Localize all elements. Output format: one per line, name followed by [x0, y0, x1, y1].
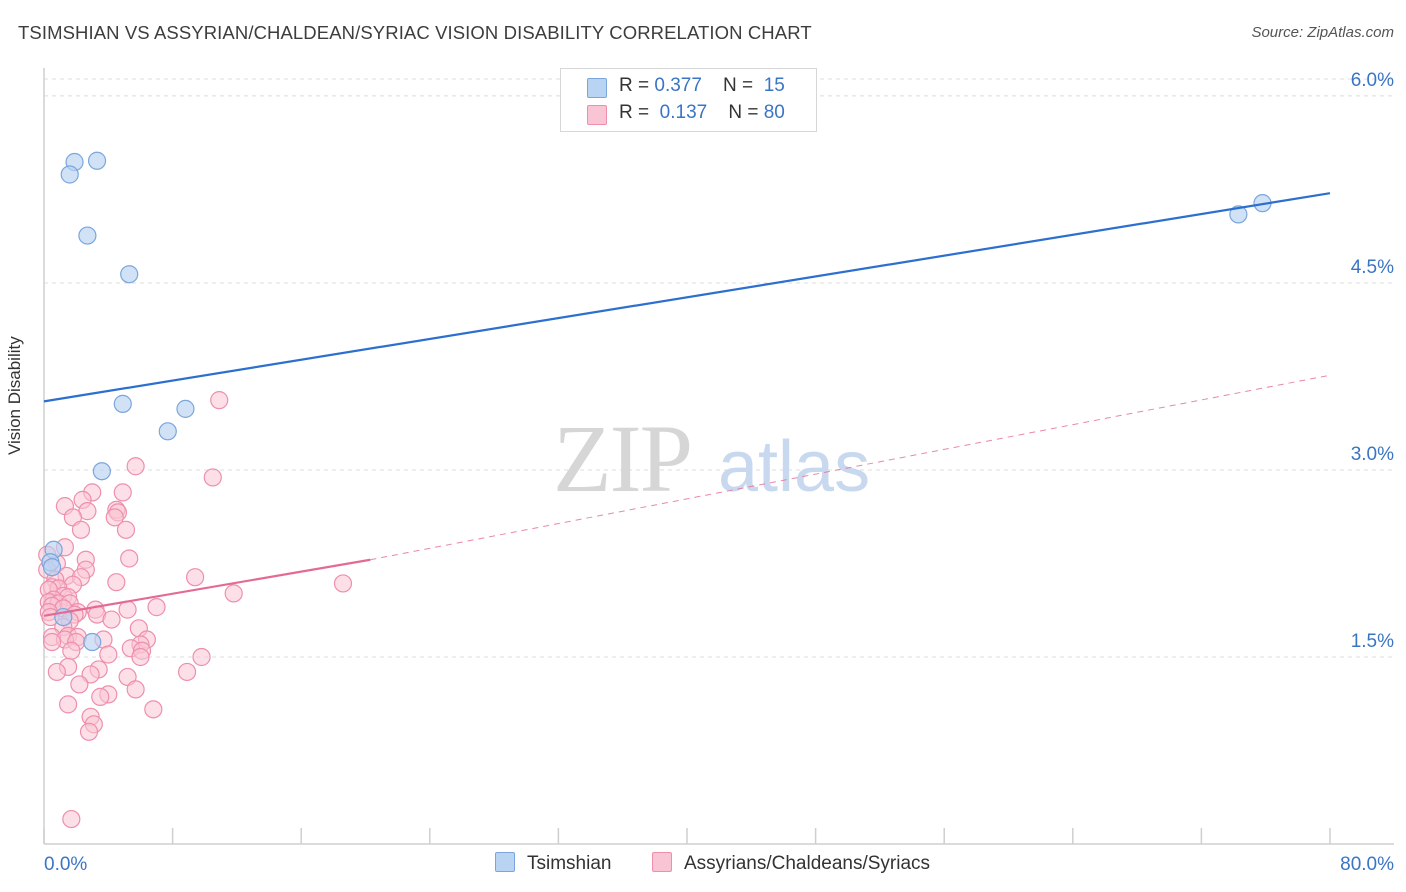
data-point-tsimshian: [120, 265, 139, 284]
legend-item-tsimshian: Tsimshian: [495, 852, 611, 875]
data-point-assyrians: [91, 687, 110, 706]
y-tick-label: 4.5%: [1351, 257, 1394, 278]
data-point-assyrians: [62, 641, 81, 660]
legend-swatch-assyrians: [587, 105, 607, 125]
trend-line-assyrians-extension: [370, 374, 1331, 561]
data-point-assyrians: [102, 610, 121, 629]
x-tick-labels: 0.0% 80.0%: [44, 854, 1394, 875]
legend-item-assyrians: Assyrians/Chaldeans/Syriacs: [652, 852, 930, 875]
legend-label-tsimshian: Tsimshian: [527, 853, 612, 874]
data-point-assyrians: [192, 647, 211, 667]
legend-n-label: N =: [728, 102, 764, 123]
data-point-assyrians: [147, 598, 166, 617]
trend-lines: [43, 192, 1331, 617]
watermark: ZIP atlas: [553, 405, 870, 512]
watermark-atlas: atlas: [718, 427, 870, 507]
data-point-assyrians: [144, 700, 163, 719]
data-point-tsimshian: [83, 632, 102, 652]
data-point-assyrians: [105, 508, 124, 527]
data-point-assyrians: [47, 662, 66, 682]
data-point-assyrians: [186, 568, 205, 587]
data-point-assyrians: [118, 600, 137, 619]
data-point-assyrians: [203, 468, 222, 487]
legend-r-value: 0.377: [654, 75, 702, 96]
legend-r-label: R =: [619, 75, 655, 96]
data-point-assyrians: [177, 662, 197, 682]
data-point-assyrians: [71, 520, 91, 539]
correlation-legend: R = 0.377 N = 15 R = 0.137 N = 80: [560, 68, 817, 132]
data-point-assyrians: [120, 549, 139, 568]
data-point-assyrians: [126, 457, 145, 476]
y-tick-labels: 1.5% 3.0% 4.5% 6.0%: [1351, 70, 1394, 652]
source-label: Source: ZipAtlas.com: [1251, 24, 1394, 41]
data-point-assyrians: [116, 520, 136, 539]
axes: [43, 68, 1394, 845]
data-point-tsimshian: [158, 422, 177, 441]
data-point-tsimshian: [176, 399, 195, 418]
data-point-tsimshian: [113, 394, 132, 413]
y-tick-label: 6.0%: [1351, 70, 1394, 91]
data-points: [38, 151, 1272, 829]
trend-line-tsimshian: [43, 192, 1331, 403]
watermark-zip: ZIP: [553, 405, 691, 512]
data-point-tsimshian: [1229, 205, 1248, 224]
legend-swatch-assyrians: [652, 852, 672, 872]
data-point-assyrians: [99, 645, 118, 664]
data-point-tsimshian: [42, 558, 62, 577]
data-point-tsimshian: [92, 462, 111, 481]
data-point-assyrians: [224, 584, 243, 603]
data-point-assyrians: [333, 574, 353, 593]
data-point-assyrians: [131, 647, 150, 667]
data-point-assyrians: [42, 632, 62, 652]
data-point-assyrians: [62, 809, 81, 829]
legend-swatch-tsimshian: [587, 78, 607, 98]
data-point-assyrians: [79, 722, 99, 741]
data-point-assyrians: [59, 695, 78, 714]
legend-r-value: 0.137: [659, 102, 708, 123]
data-point-tsimshian: [60, 165, 79, 184]
y-tick-label: 3.0%: [1351, 444, 1394, 465]
x-tick-label: 80.0%: [1340, 854, 1394, 875]
data-point-assyrians: [107, 573, 126, 592]
data-point-assyrians: [126, 680, 145, 699]
chart-title: TSIMSHIAN VS ASSYRIAN/CHALDEAN/SYRIAC VI…: [18, 22, 812, 43]
y-tick-label: 1.5%: [1351, 631, 1394, 652]
data-point-tsimshian: [87, 151, 107, 170]
data-point-assyrians: [70, 675, 89, 694]
legend-n-value: 15: [763, 75, 785, 96]
legend-n-value: 80: [763, 102, 785, 123]
data-point-assyrians: [113, 483, 132, 502]
legend-label-assyrians: Assyrians/Chaldeans/Syriacs: [684, 853, 931, 874]
data-point-assyrians: [210, 391, 229, 410]
x-tick-label: 0.0%: [44, 854, 87, 875]
y-axis-title: Vision Disability: [5, 336, 24, 455]
legend-r-label: R =: [619, 102, 655, 123]
legend-swatch-tsimshian: [495, 852, 515, 872]
data-point-tsimshian: [78, 226, 97, 245]
legend-n-label: N =: [723, 75, 759, 96]
trend-line-assyrians: [43, 558, 371, 617]
